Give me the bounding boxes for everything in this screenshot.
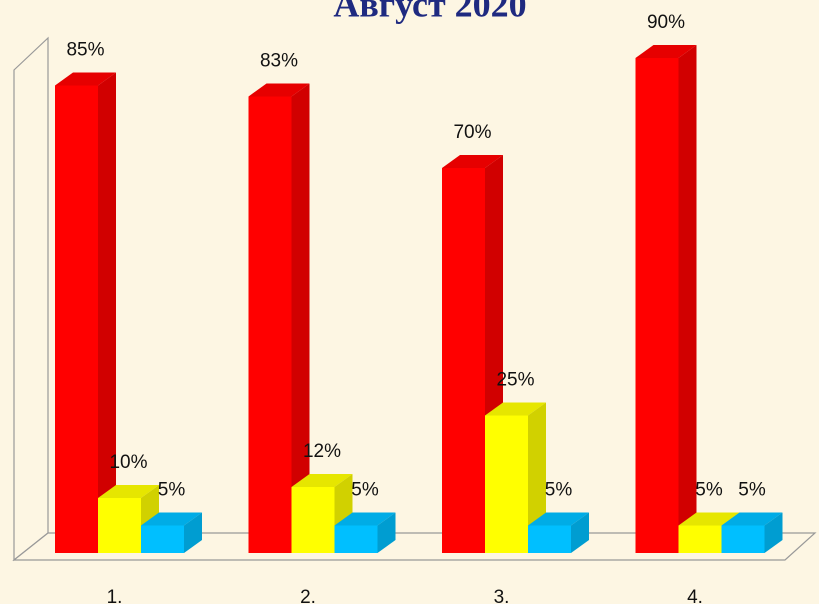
back-wall (13, 36, 49, 562)
bar-side (98, 72, 116, 553)
value-label: 5% (351, 480, 379, 501)
bar-top (721, 512, 783, 526)
bar-top (334, 512, 396, 526)
bar-side (764, 512, 783, 553)
bar-side (571, 512, 589, 553)
bar-front (678, 525, 722, 553)
value-label: 5% (695, 480, 723, 501)
bar-top (678, 512, 740, 526)
x-tick-label: 4. (687, 587, 703, 604)
bar-top (442, 155, 503, 168)
bar (528, 512, 589, 553)
bar (141, 512, 202, 553)
x-tick-label: 1. (107, 587, 123, 604)
bar-top (98, 485, 159, 498)
bar-top (485, 402, 546, 416)
bar-side (528, 402, 546, 553)
chart-title: Август 2020 (333, 0, 526, 24)
value-label: 10% (109, 452, 147, 473)
bar (721, 512, 783, 553)
bar-front (98, 498, 141, 553)
value-label: 90% (647, 12, 685, 33)
bar (334, 512, 396, 553)
bar-front (485, 415, 528, 553)
bar-top (635, 45, 697, 58)
bar (55, 72, 116, 553)
value-label: 5% (738, 480, 766, 501)
bar-front (528, 525, 571, 553)
bar-top (248, 83, 310, 97)
bar-front (55, 85, 98, 553)
value-label: 83% (260, 51, 298, 72)
x-tick-label: 3. (494, 587, 510, 604)
bar-front (442, 168, 485, 553)
bar-top (291, 474, 353, 487)
value-label: 85% (66, 40, 104, 61)
value-label: 12% (303, 441, 341, 462)
value-label: 5% (545, 480, 573, 501)
bar-front (248, 96, 292, 553)
bar (635, 45, 697, 553)
bar-top (141, 512, 202, 526)
bar-front (334, 525, 378, 553)
bar-side (377, 512, 396, 553)
bar (485, 402, 546, 553)
bar-side (184, 512, 202, 553)
bar-front (291, 487, 335, 553)
bar (248, 83, 310, 553)
value-label: 70% (453, 122, 491, 143)
bar-front (635, 58, 679, 553)
x-tick-label: 2. (300, 587, 316, 604)
bar-side (678, 45, 697, 553)
bar-top (528, 512, 589, 526)
value-label: 25% (496, 370, 534, 391)
bar-front (141, 525, 184, 553)
bar-top (55, 72, 116, 86)
bar-front (721, 525, 765, 553)
bar-side (291, 83, 310, 553)
floor (12, 532, 817, 561)
value-label: 5% (158, 480, 186, 501)
